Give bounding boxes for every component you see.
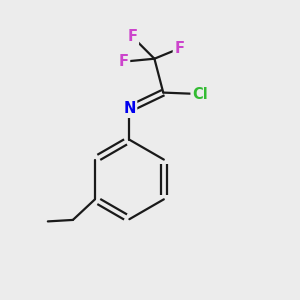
Text: N: N: [123, 101, 136, 116]
Text: F: F: [127, 29, 137, 44]
Text: F: F: [174, 41, 184, 56]
Text: F: F: [118, 54, 128, 69]
Text: Cl: Cl: [192, 87, 208, 102]
